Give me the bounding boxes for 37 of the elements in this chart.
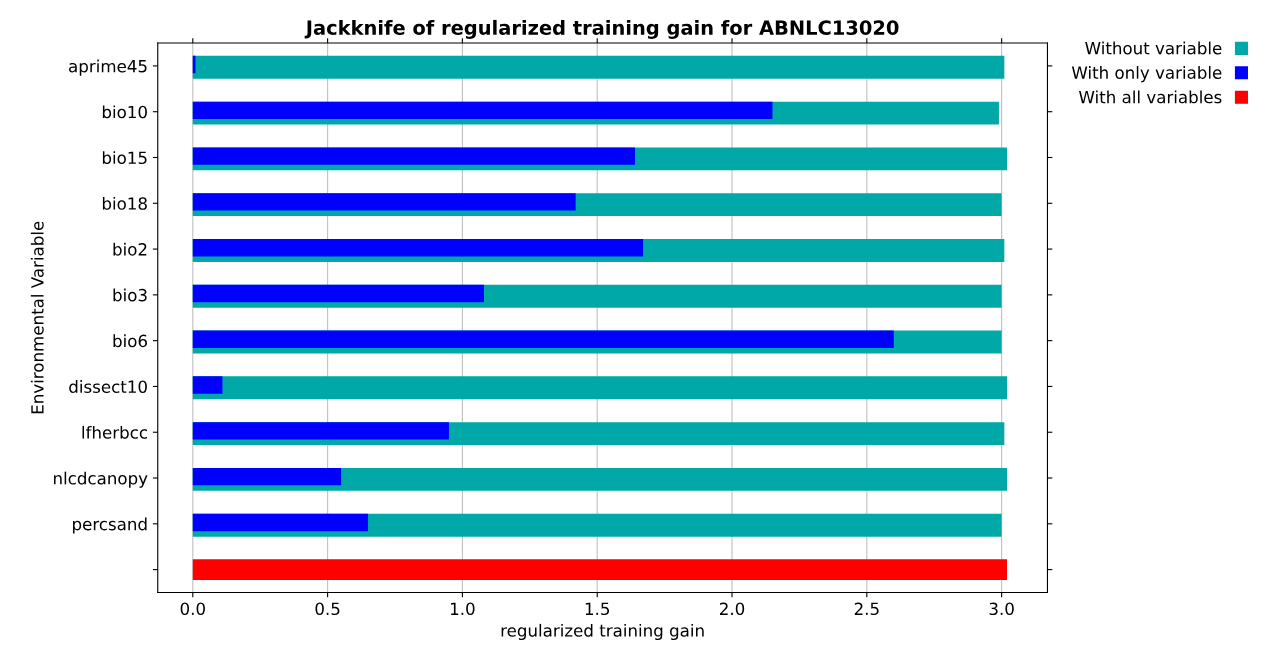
bar — [192, 559, 1008, 580]
x-tick-label: 0.0 — [180, 602, 205, 616]
y-tick-label: bio18 — [102, 196, 147, 210]
legend-label: With only variable — [1071, 66, 1222, 83]
bar — [192, 101, 773, 120]
x-tick-label: 2.5 — [854, 602, 879, 616]
legend-label: Without variable — [1085, 41, 1222, 55]
x-axis-title: regularized training gain — [501, 623, 704, 641]
y-tick-label: dissect10 — [69, 380, 147, 394]
x-tick-label: 0.5 — [315, 602, 340, 616]
legend-label: With all variables — [1079, 90, 1222, 104]
y-tick-label: bio2 — [113, 242, 147, 256]
y-tick-label: bio6 — [113, 334, 147, 348]
x-tick-label: 3.0 — [989, 602, 1014, 616]
bar — [192, 193, 576, 211]
bar — [192, 284, 484, 303]
y-tick-label: bio10 — [102, 105, 147, 119]
y-tick-label: bio15 — [102, 151, 147, 165]
y-tick-label: aprime45 — [69, 59, 147, 76]
y-tick-label: lfherbcc — [82, 425, 147, 439]
bar — [192, 330, 894, 348]
chart-title: Jackknife of regularized training gain for ABNLC13020 — [304, 19, 899, 39]
bar — [192, 376, 223, 394]
bar — [192, 422, 449, 440]
y-axis-title: Environmental Variable — [30, 221, 44, 414]
x-tick-label: 1.5 — [585, 602, 610, 616]
y-tick-label: nlcdcanopy — [54, 471, 148, 488]
y-tick-label: bio3 — [113, 288, 147, 302]
bar — [192, 513, 369, 532]
y-tick-label: percsand — [73, 517, 147, 534]
bar — [192, 376, 1008, 400]
bar — [192, 239, 644, 257]
bar — [192, 55, 1005, 79]
bar — [192, 467, 342, 486]
x-tick-label: 1.0 — [450, 602, 475, 616]
x-tick-label: 2.0 — [719, 602, 745, 616]
bar — [192, 147, 635, 165]
